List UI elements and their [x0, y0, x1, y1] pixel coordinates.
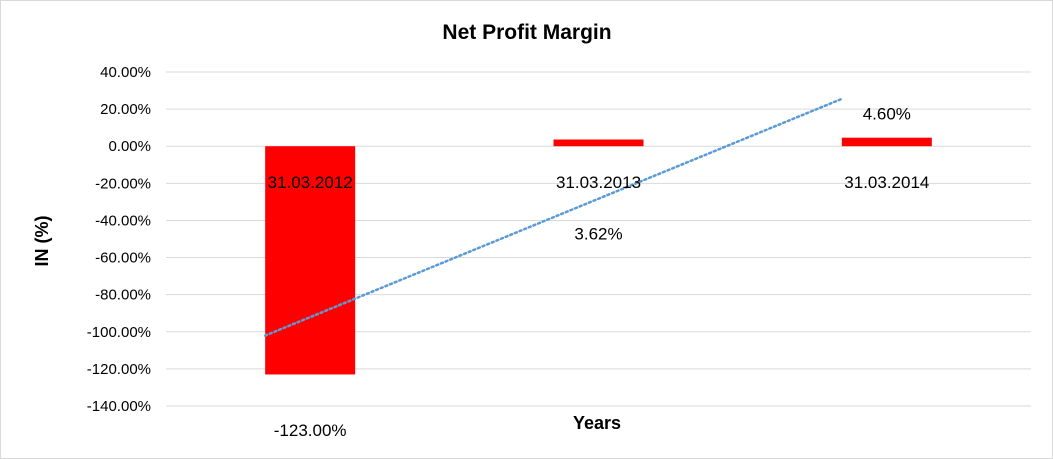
- y-tick-label: -80.00%: [95, 287, 151, 304]
- category-label: 31.03.2014: [844, 173, 929, 192]
- y-tick-label: 0.00%: [108, 138, 151, 155]
- x-axis-title: Years: [573, 413, 621, 433]
- data-label: 4.60%: [863, 105, 911, 124]
- data-labels: -123.00% 3.62% 4.60%: [274, 105, 911, 440]
- y-tick-label: 20.00%: [100, 101, 151, 118]
- y-tick-label: -60.00%: [95, 250, 151, 267]
- category-labels: 31.03.2012 31.03.2013 31.03.2014: [268, 173, 930, 192]
- y-axis-ticks: 40.00% 20.00% 0.00% -20.00% -40.00% -60.00% -8…: [87, 64, 151, 415]
- category-label: 31.03.2013: [556, 173, 641, 192]
- y-axis-title: IN (%): [32, 216, 52, 267]
- bar-31.03.2014: [841, 137, 932, 147]
- chart-title: Net Profit Margin: [442, 21, 611, 44]
- bars: [265, 137, 932, 375]
- trendline-layer: [263, 97, 844, 337]
- y-tick-label: -40.00%: [95, 212, 151, 229]
- data-label: -123.00%: [274, 421, 347, 440]
- y-tick-label: -20.00%: [95, 175, 151, 192]
- bar-31.03.2013: [553, 139, 644, 147]
- y-tick-label: -100.00%: [87, 324, 151, 341]
- y-tick-label: -140.00%: [87, 398, 151, 415]
- category-label: 31.03.2012: [268, 173, 353, 192]
- y-tick-label: 40.00%: [100, 64, 151, 81]
- trendline: [263, 97, 844, 337]
- bar-31.03.2012: [265, 146, 356, 375]
- y-tick-label: -120.00%: [87, 361, 151, 378]
- data-label: 3.62%: [574, 225, 622, 244]
